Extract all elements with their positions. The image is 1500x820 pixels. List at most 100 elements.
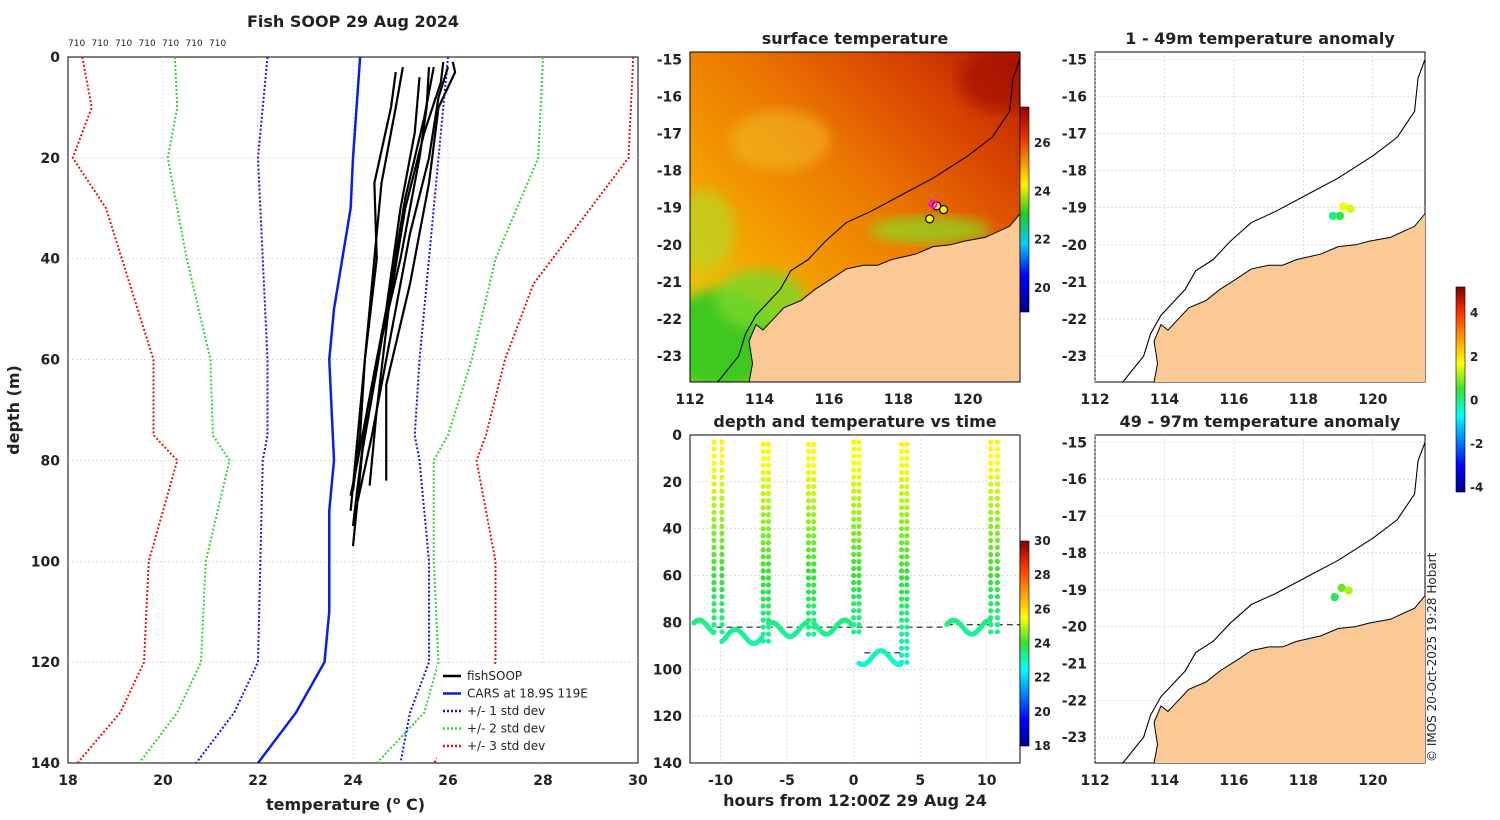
timeseries-point bbox=[765, 462, 772, 469]
timeseries-point bbox=[805, 575, 812, 581]
timeseries-point bbox=[811, 455, 817, 462]
timeseries-point bbox=[988, 551, 994, 558]
timeseries-point bbox=[805, 568, 812, 574]
timeseries-point bbox=[811, 441, 817, 447]
timeseries-point bbox=[719, 544, 725, 551]
timeseries-point bbox=[811, 610, 817, 616]
timeseries-point bbox=[760, 526, 766, 532]
lon-tick-label: 116 bbox=[1219, 392, 1248, 408]
timeseries-point bbox=[904, 603, 910, 609]
timeseries-point bbox=[805, 526, 812, 532]
anomaly-deep-panel: 49 - 97m temperature anomaly 112 114 116 11… bbox=[1062, 286, 1483, 789]
y-tick-label: 120 bbox=[31, 655, 60, 671]
timeseries-point bbox=[765, 575, 772, 581]
timeseries-point bbox=[711, 439, 717, 445]
timeseries-point bbox=[805, 610, 812, 616]
profile-count-label: 710 bbox=[115, 39, 132, 49]
timeseries-point bbox=[904, 561, 910, 567]
legend-label: CARS at 18.9S 119E bbox=[467, 687, 588, 701]
timeseries-point bbox=[711, 446, 717, 452]
timeseries-point bbox=[811, 498, 817, 504]
lat-tick-label: -19 bbox=[657, 201, 682, 217]
timeseries-point bbox=[765, 498, 772, 504]
ship-position-marker bbox=[928, 199, 938, 209]
timeseries-point bbox=[719, 551, 725, 558]
timeseries-point bbox=[898, 533, 905, 539]
timeseries-point bbox=[994, 622, 1000, 628]
timeseries-point bbox=[856, 467, 862, 473]
depth-tick-label: 20 bbox=[663, 475, 683, 491]
timeseries-point bbox=[811, 589, 817, 595]
timeseries-point bbox=[760, 483, 766, 490]
timeseries-point bbox=[994, 509, 1000, 515]
land bbox=[1153, 212, 1425, 382]
timeseries-data bbox=[691, 439, 1020, 668]
timeseries-point bbox=[760, 512, 766, 518]
timeseries-point bbox=[811, 603, 817, 609]
fishsoop-profile-line bbox=[385, 61, 457, 481]
timeseries-point bbox=[805, 490, 812, 497]
depth-tick-label: 140 bbox=[653, 756, 682, 772]
timeseries-point bbox=[719, 453, 725, 459]
timeseries-point bbox=[765, 519, 772, 525]
timeseries-point bbox=[994, 495, 1000, 501]
timeseries-point bbox=[988, 615, 994, 621]
anomaly-colorbar-tick: 0 bbox=[1470, 393, 1478, 407]
timeseries-point bbox=[988, 608, 994, 614]
timeseries-point bbox=[811, 540, 817, 546]
timeseries-point bbox=[760, 469, 766, 476]
timeseries-point bbox=[765, 490, 772, 497]
anomaly-colorbar bbox=[1455, 286, 1466, 493]
lat-tick-label: -22 bbox=[657, 312, 682, 328]
lon-tick-label: 114 bbox=[745, 392, 774, 408]
timeseries-point bbox=[811, 554, 817, 560]
timeseries-point bbox=[856, 488, 862, 494]
series-line--3-std bbox=[71, 57, 179, 763]
timeseries-point bbox=[856, 453, 862, 459]
timeseries-point bbox=[856, 601, 862, 607]
lat-tick-label: -16 bbox=[1062, 472, 1087, 488]
timeseries-point bbox=[898, 526, 905, 532]
y-tick-label: 0 bbox=[50, 50, 60, 66]
timeseries-point bbox=[765, 638, 772, 644]
timeseries-point bbox=[805, 561, 812, 567]
timeseries-point bbox=[851, 516, 857, 522]
timeseries-point bbox=[851, 544, 857, 551]
timeseries-point bbox=[851, 530, 857, 537]
sst-colorbar-tick: 22 bbox=[1034, 233, 1051, 247]
timeseries-point bbox=[898, 476, 905, 483]
timeseries-point bbox=[711, 565, 717, 572]
lon-tick-label: 116 bbox=[1219, 773, 1248, 789]
timeseries-point bbox=[994, 629, 1000, 635]
timeseries-point bbox=[851, 495, 857, 501]
timeseries-point bbox=[851, 537, 857, 544]
timeseries-point bbox=[988, 530, 994, 537]
timeseries-point bbox=[988, 572, 994, 579]
timeseries-point bbox=[904, 519, 910, 525]
timeseries-point bbox=[988, 601, 994, 607]
series-line--1-std bbox=[399, 57, 449, 763]
timeseries-point bbox=[898, 568, 905, 574]
lon-tick-label: 112 bbox=[1080, 392, 1109, 408]
timeseries-point bbox=[811, 575, 817, 581]
sst-colorbar-tick: 20 bbox=[1034, 281, 1051, 295]
lat-tick-label: -16 bbox=[657, 89, 682, 105]
timeseries-point bbox=[719, 572, 725, 579]
lat-tick-label: -18 bbox=[1062, 164, 1087, 180]
timeseries-point bbox=[765, 631, 772, 637]
y-tick-label: 20 bbox=[41, 151, 61, 167]
timeseries-colorbar-ticks: 18 20 22 24 26 28 30 bbox=[1034, 534, 1051, 753]
timeseries-point bbox=[904, 448, 910, 454]
timeseries-point bbox=[988, 467, 994, 473]
timeseries-point bbox=[856, 594, 862, 600]
lon-tick-label: 120 bbox=[1358, 392, 1387, 408]
timeseries-point bbox=[856, 572, 862, 579]
timeseries-point bbox=[898, 596, 905, 602]
timeseries-point bbox=[851, 502, 857, 508]
sst-colorbar bbox=[1019, 106, 1030, 313]
timeseries-point bbox=[719, 460, 725, 466]
timeseries-point bbox=[904, 547, 910, 553]
timeseries-point bbox=[988, 516, 994, 522]
anomaly-colorbar-tick: -4 bbox=[1470, 481, 1483, 495]
timeseries-point bbox=[904, 589, 910, 595]
